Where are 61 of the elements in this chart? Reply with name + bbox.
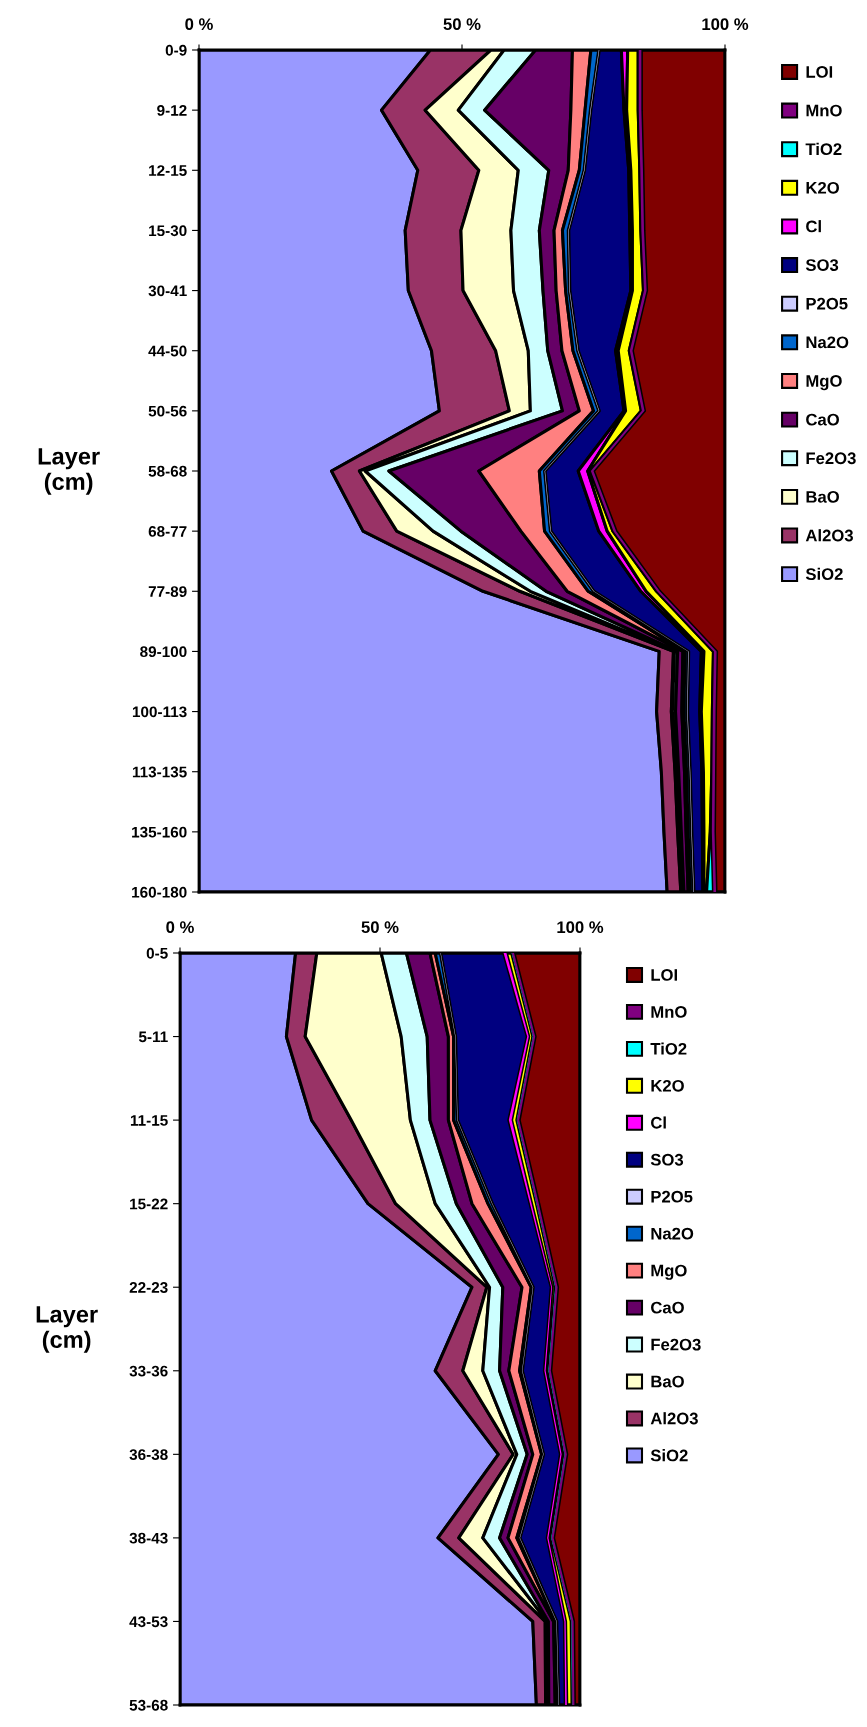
y-tick-label: 36-38 [129,1449,168,1461]
y-axis-title: Layer (cm) [36,1306,98,1353]
y-tick-label: 11-15 [130,1115,168,1126]
legend-label: K2O [651,1079,684,1092]
legend-label: TiO2 [650,1042,687,1055]
legend-label: SiO2 [650,1449,688,1462]
y-tick-label: 12-15 [149,165,187,176]
y-tick-label: 43-53 [129,1616,168,1628]
legend-label: MgO [651,1264,687,1280]
legend-label: Na2O [651,1227,694,1240]
y-tick-label: 89-100 [140,646,187,658]
legend-label: CaO [651,1301,684,1314]
y-tick-label: 30-41 [148,285,187,297]
x-tick-label: 100 % [702,18,749,31]
legend-label: Al2O3 [650,1412,698,1425]
legend-label: BaO [651,1375,684,1388]
x-tick-label: 0 % [185,18,213,31]
y-tick-label: 50-56 [148,405,187,417]
legend-label: MnO [806,104,842,117]
legend-label: Cl [651,1116,666,1129]
y-tick-label: 53-68 [129,1699,168,1711]
y-tick-label: 77-89 [148,586,187,597]
y-tick-label: 160-180 [132,886,187,898]
y-tick-label: 15-22 [130,1198,168,1210]
y-tick-label: 38-43 [129,1532,168,1544]
legend-label: CaO [806,413,839,426]
y-tick-label: 100-113 [132,706,187,718]
legend-label: Cl [806,220,821,233]
y-tick-label: 22-23 [129,1282,168,1293]
x-tick-label: 50 % [361,921,399,934]
y-tick-label: 15-30 [149,225,187,237]
x-tick-label: 0 % [166,921,194,934]
legend-label: LOI [651,969,677,981]
y-tick-label: 68-77 [148,526,187,537]
legend-label: Al2O3 [805,529,853,542]
y-tick-label: 0-9 [165,44,187,56]
y-tick-label: 113-135 [132,766,187,778]
legend-label: MgO [806,375,842,391]
y-tick-label: 58-68 [148,465,187,477]
legend-label: MnO [651,1005,687,1018]
y-tick-label: 44-50 [148,345,187,357]
legend-label: Fe2O3 [651,1338,701,1351]
y-tick-label: 135-160 [132,826,187,838]
x-tick-label: 50 % [443,18,481,31]
legend-label: SiO2 [805,567,843,581]
legend-label: Fe2O3 [806,452,856,465]
y-tick-label: 9-12 [157,105,187,116]
legend-label: SO3 [650,1153,684,1166]
legend-label: K2O [806,181,839,194]
y-tick-label: 0-5 [146,947,168,959]
y-tick-label: 33-36 [129,1365,168,1377]
y-axis-title: Layer (cm) [38,448,100,495]
legend-label: Na2O [806,336,849,349]
x-tick-label: 100 % [557,921,604,934]
legend-label: P2O5 [651,1190,693,1203]
legend-label: TiO2 [805,142,842,156]
legend-label: P2O5 [806,297,848,310]
legend-label: BaO [806,490,839,503]
legend-label: LOI [806,66,833,78]
y-tick-label: 5-11 [138,1031,168,1043]
legend-label: SO3 [805,259,839,271]
